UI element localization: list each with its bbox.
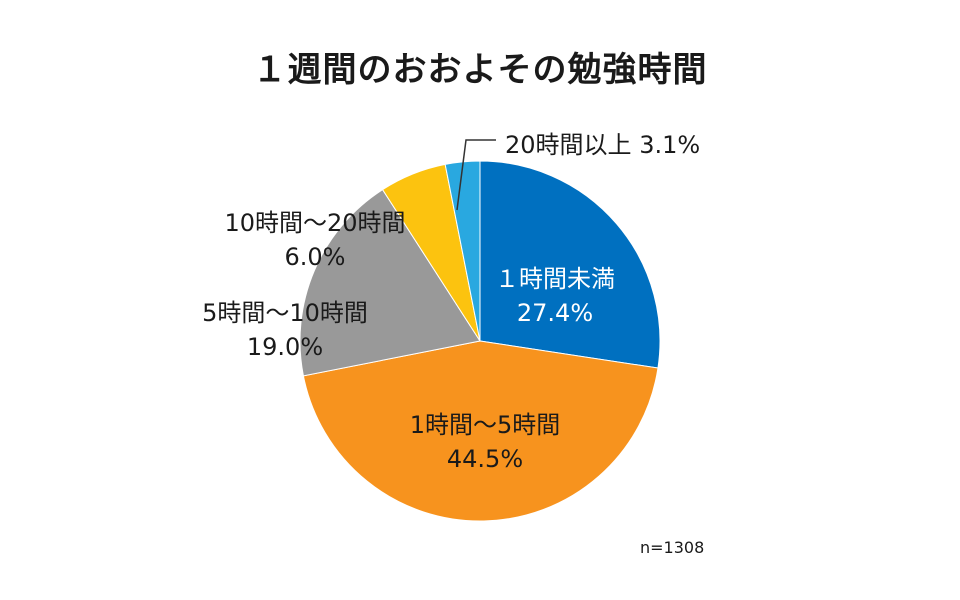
slice-label-over20-value: 3.1% [639, 131, 701, 159]
slice-label-under1-value: 27.4% [516, 299, 594, 327]
slice-label-5to10-name: 5時間〜10時間 [202, 299, 368, 327]
slice-label-10to20-value: 6.0% [284, 243, 346, 271]
slice-label-over20: 20時間以上 3.1% [505, 128, 700, 162]
slice-label-1to5-name: 1時間〜5時間 [409, 411, 561, 439]
slice-label-under1: １時間未満 27.4% [470, 262, 640, 330]
slice-5to10 [299, 188, 481, 377]
slice-label-10to20-name: 10時間〜20時間 [224, 209, 406, 237]
slice-label-over20-name: 20時間以上 [505, 131, 632, 159]
chart-title: １週間のおおよその勉強時間 [252, 50, 708, 90]
slice-label-under1-name: １時間未満 [495, 265, 615, 293]
slice-under1 [479, 160, 661, 369]
leader-line-over20 [456, 139, 496, 211]
sample-size-note: n=1308 [640, 538, 705, 557]
slice-1to5 [302, 340, 659, 522]
slice-label-5to10-value: 19.0% [246, 333, 324, 361]
slice-label-1to5: 1時間〜5時間 44.5% [375, 408, 595, 476]
slice-label-10to20: 10時間〜20時間 6.0% [210, 206, 420, 274]
slice-label-1to5-value: 44.5% [446, 445, 524, 473]
slice-label-5to10: 5時間〜10時間 19.0% [180, 296, 390, 364]
